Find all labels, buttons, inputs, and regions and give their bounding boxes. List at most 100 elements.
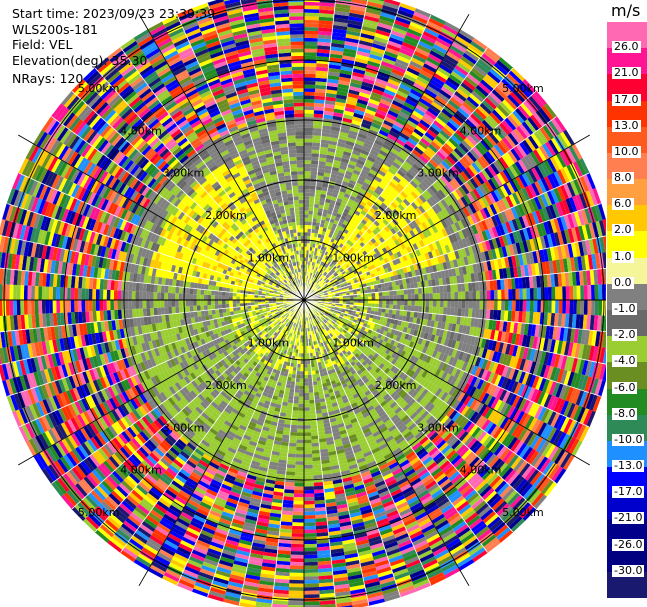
range-gate xyxy=(552,326,558,340)
range-gate xyxy=(307,360,311,365)
range-gate xyxy=(263,555,277,561)
range-gate xyxy=(446,407,455,418)
range-gate xyxy=(336,396,343,403)
range-gate xyxy=(478,505,492,518)
range-gate xyxy=(370,427,380,435)
range-gate xyxy=(435,494,448,505)
range-gate xyxy=(536,350,543,364)
range-gate xyxy=(359,421,368,428)
range-gate xyxy=(379,329,385,335)
range-gate xyxy=(315,312,319,316)
range-gate xyxy=(415,394,424,404)
range-gate xyxy=(289,565,304,570)
range-gate xyxy=(382,352,388,359)
range-gate xyxy=(383,590,400,599)
range-gate xyxy=(450,300,455,308)
range-gate xyxy=(274,480,285,486)
range-gate xyxy=(407,562,423,572)
range-gate xyxy=(509,474,522,488)
range-gate xyxy=(259,580,275,586)
range-gate xyxy=(452,457,464,469)
range-gate xyxy=(402,345,409,352)
range-gate xyxy=(369,467,380,475)
range-gate xyxy=(541,479,554,495)
range-gate xyxy=(466,492,480,504)
range-gate xyxy=(528,402,537,416)
range-gate xyxy=(391,491,404,501)
range-gate xyxy=(521,334,528,347)
range-gate xyxy=(413,540,428,550)
range-gate xyxy=(451,439,462,450)
range-gate xyxy=(457,481,470,493)
range-gate xyxy=(378,490,391,498)
range-gate xyxy=(518,371,526,384)
range-gate xyxy=(455,459,467,471)
range-gate xyxy=(344,321,349,325)
range-gate xyxy=(299,342,302,347)
ray-separator xyxy=(271,299,305,607)
range-gate xyxy=(467,317,472,327)
range-gate xyxy=(322,319,327,324)
range-gate xyxy=(553,414,564,429)
range-gate xyxy=(282,503,294,508)
range-gate xyxy=(367,595,384,603)
range-gate xyxy=(404,300,408,306)
range-gate xyxy=(533,454,545,469)
range-gate xyxy=(319,589,335,595)
range-gate xyxy=(322,315,326,319)
range-gate xyxy=(567,356,575,372)
range-gate xyxy=(322,473,333,479)
range-gate xyxy=(388,554,404,564)
range-gate xyxy=(473,377,481,388)
range-gate xyxy=(491,351,499,363)
range-gate xyxy=(399,343,406,351)
range-gate xyxy=(304,331,306,336)
range-gate xyxy=(444,465,456,476)
range-gate xyxy=(493,300,498,311)
range-gate xyxy=(339,462,349,469)
range-gate xyxy=(452,399,461,410)
range-gate xyxy=(315,521,328,526)
range-gate xyxy=(310,428,318,433)
range-gate xyxy=(304,443,312,447)
range-gate xyxy=(403,305,408,311)
range-gate xyxy=(460,371,468,382)
range-gate xyxy=(474,461,486,473)
range-gate xyxy=(407,527,422,537)
range-gate xyxy=(421,424,431,434)
range-gate xyxy=(389,558,405,567)
range-gate xyxy=(271,502,283,508)
range-gate xyxy=(301,349,304,354)
range-gate xyxy=(492,427,503,440)
range-gate xyxy=(450,424,461,435)
range-gate xyxy=(587,300,592,315)
range-gate xyxy=(388,485,401,494)
range-gate xyxy=(284,420,292,425)
range-gate xyxy=(304,464,313,469)
range-gate xyxy=(579,408,590,425)
range-gate xyxy=(255,601,273,607)
range-gate xyxy=(497,375,506,388)
range-gate xyxy=(363,450,373,458)
range-gate xyxy=(500,331,507,343)
range-gate xyxy=(519,346,526,359)
range-gate xyxy=(347,501,359,508)
range-gate xyxy=(333,324,338,329)
range-gate xyxy=(453,378,461,388)
range-gate xyxy=(554,468,567,484)
range-gate xyxy=(413,445,424,454)
range-gate xyxy=(477,318,483,329)
range-gate xyxy=(466,396,475,408)
range-gate xyxy=(597,380,606,397)
range-gate xyxy=(493,330,499,341)
range-gate xyxy=(405,339,411,347)
range-gate xyxy=(501,508,515,522)
range-gate xyxy=(358,381,365,388)
range-gate xyxy=(507,379,516,392)
range-gate xyxy=(304,371,308,375)
range-gate xyxy=(341,310,346,314)
range-gate xyxy=(530,388,539,403)
range-gate xyxy=(356,542,370,550)
range-gate xyxy=(304,342,307,347)
range-gate xyxy=(335,393,342,399)
